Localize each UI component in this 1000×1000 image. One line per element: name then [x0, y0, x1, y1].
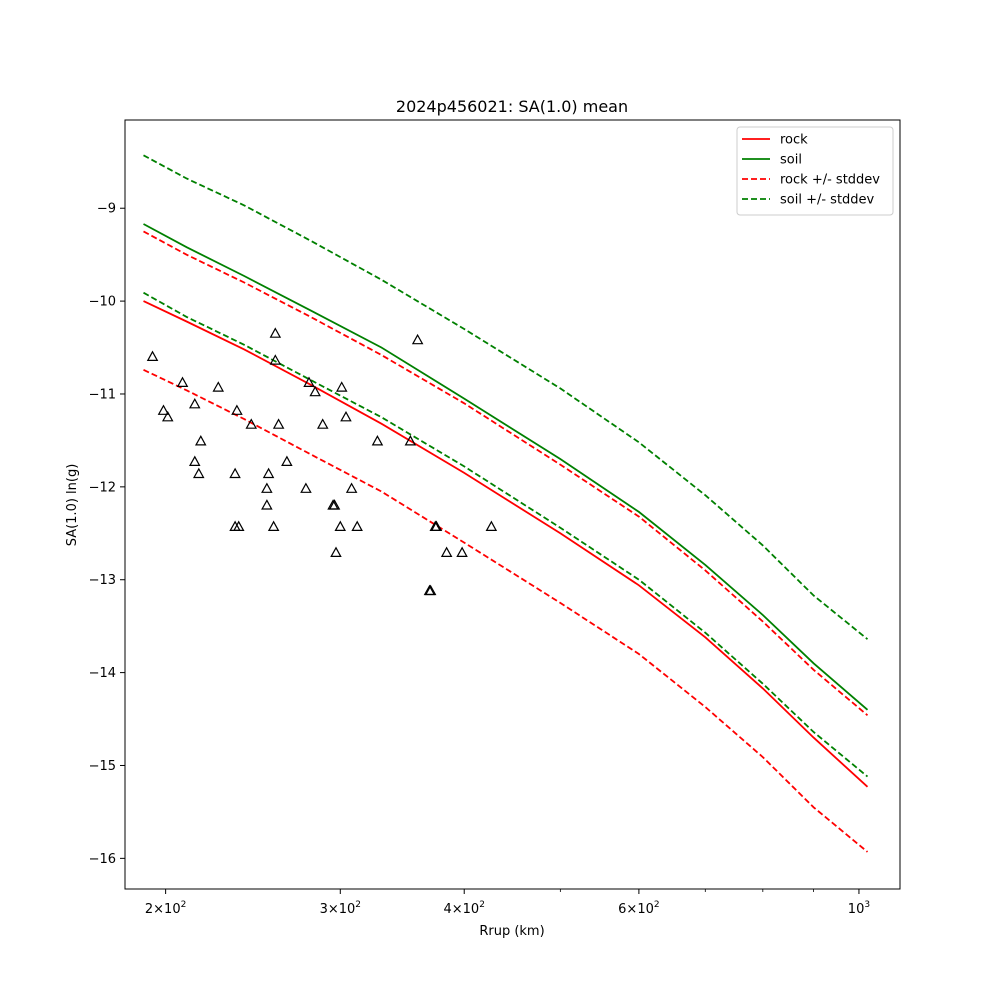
plot-area [125, 120, 900, 889]
series-line-5 [143, 291, 869, 778]
observation-point [303, 376, 315, 387]
observation-point [281, 455, 293, 466]
observation-point [328, 499, 341, 510]
observation-point [212, 381, 225, 392]
y-tick-label: −13 [89, 573, 116, 588]
observation-point [161, 410, 174, 422]
legend-box [736, 126, 894, 216]
legend: rock soil rock +/- stddev soil +/- stddev [736, 126, 894, 216]
observation-point [229, 467, 241, 479]
y-tick-label: −16 [89, 852, 116, 867]
observation-point [440, 546, 453, 558]
y-tick-label: −12 [89, 480, 116, 495]
x-tick-label: 6×102 [618, 900, 659, 917]
chart-title: 2024p456021: SA(1.0) mean [396, 97, 628, 116]
y-axis-ticks: −9 −10 −11 −12 −13 −14 −15 −16 [89, 202, 125, 867]
plot-frame [124, 119, 901, 890]
observation-point [351, 520, 363, 532]
y-tick-label: −15 [89, 759, 116, 774]
observation-point [192, 467, 205, 479]
observation-point [335, 381, 348, 392]
observation-point [430, 520, 443, 532]
x-tick-label: 4×102 [443, 900, 484, 917]
x-tick-label: 2×102 [145, 900, 186, 917]
observation-point [262, 467, 275, 479]
series-line-0 [143, 300, 869, 788]
observation-point [334, 520, 347, 532]
legend-label: soil +/- stddev [780, 193, 875, 208]
x-tick-label: 3×102 [320, 900, 361, 917]
observation-point [269, 327, 282, 338]
observation-point [232, 520, 245, 532]
observation-point [267, 520, 280, 532]
observation-point [340, 410, 352, 422]
series-line-2 [143, 230, 869, 716]
x-tick-label: 103 [848, 900, 870, 917]
observation-point [345, 482, 358, 493]
observation-point [272, 418, 285, 429]
observation-point [404, 435, 417, 446]
series-line-1 [143, 223, 869, 711]
y-tick-label: −14 [89, 666, 116, 681]
y-axis-label: SA(1.0) ln(g) [65, 464, 80, 547]
observation-point [245, 418, 258, 429]
legend-label: soil [780, 153, 802, 168]
observation-point [456, 546, 468, 558]
observation-point [300, 482, 312, 493]
observation-point [411, 333, 424, 345]
observation-point [157, 404, 170, 415]
observation-point [330, 546, 342, 558]
observation-point [146, 350, 159, 361]
y-tick-label: −10 [89, 295, 116, 310]
legend-label: rock +/- stddev [780, 173, 880, 188]
x-axis-label: Rrup (km) [479, 924, 544, 939]
observation-point [176, 376, 189, 387]
observation-point [309, 385, 321, 397]
observation-point [261, 499, 273, 510]
observation-point [188, 397, 201, 409]
observation-point [485, 520, 498, 532]
observation-point [316, 418, 329, 429]
y-tick-label: −9 [97, 202, 116, 217]
legend-label: rock [780, 133, 808, 148]
x-axis-ticks: 2×102 3×102 4×102 6×102 103 [145, 889, 870, 917]
observation-point [194, 435, 207, 446]
observation-point [371, 435, 384, 446]
observation-point [269, 354, 282, 365]
observation-layer [146, 327, 498, 596]
y-tick-label: −11 [89, 387, 116, 402]
observation-point [188, 455, 201, 466]
observation-point [231, 404, 243, 415]
series-line-4 [143, 154, 869, 640]
observation-point [424, 584, 437, 596]
observation-point [261, 482, 273, 493]
